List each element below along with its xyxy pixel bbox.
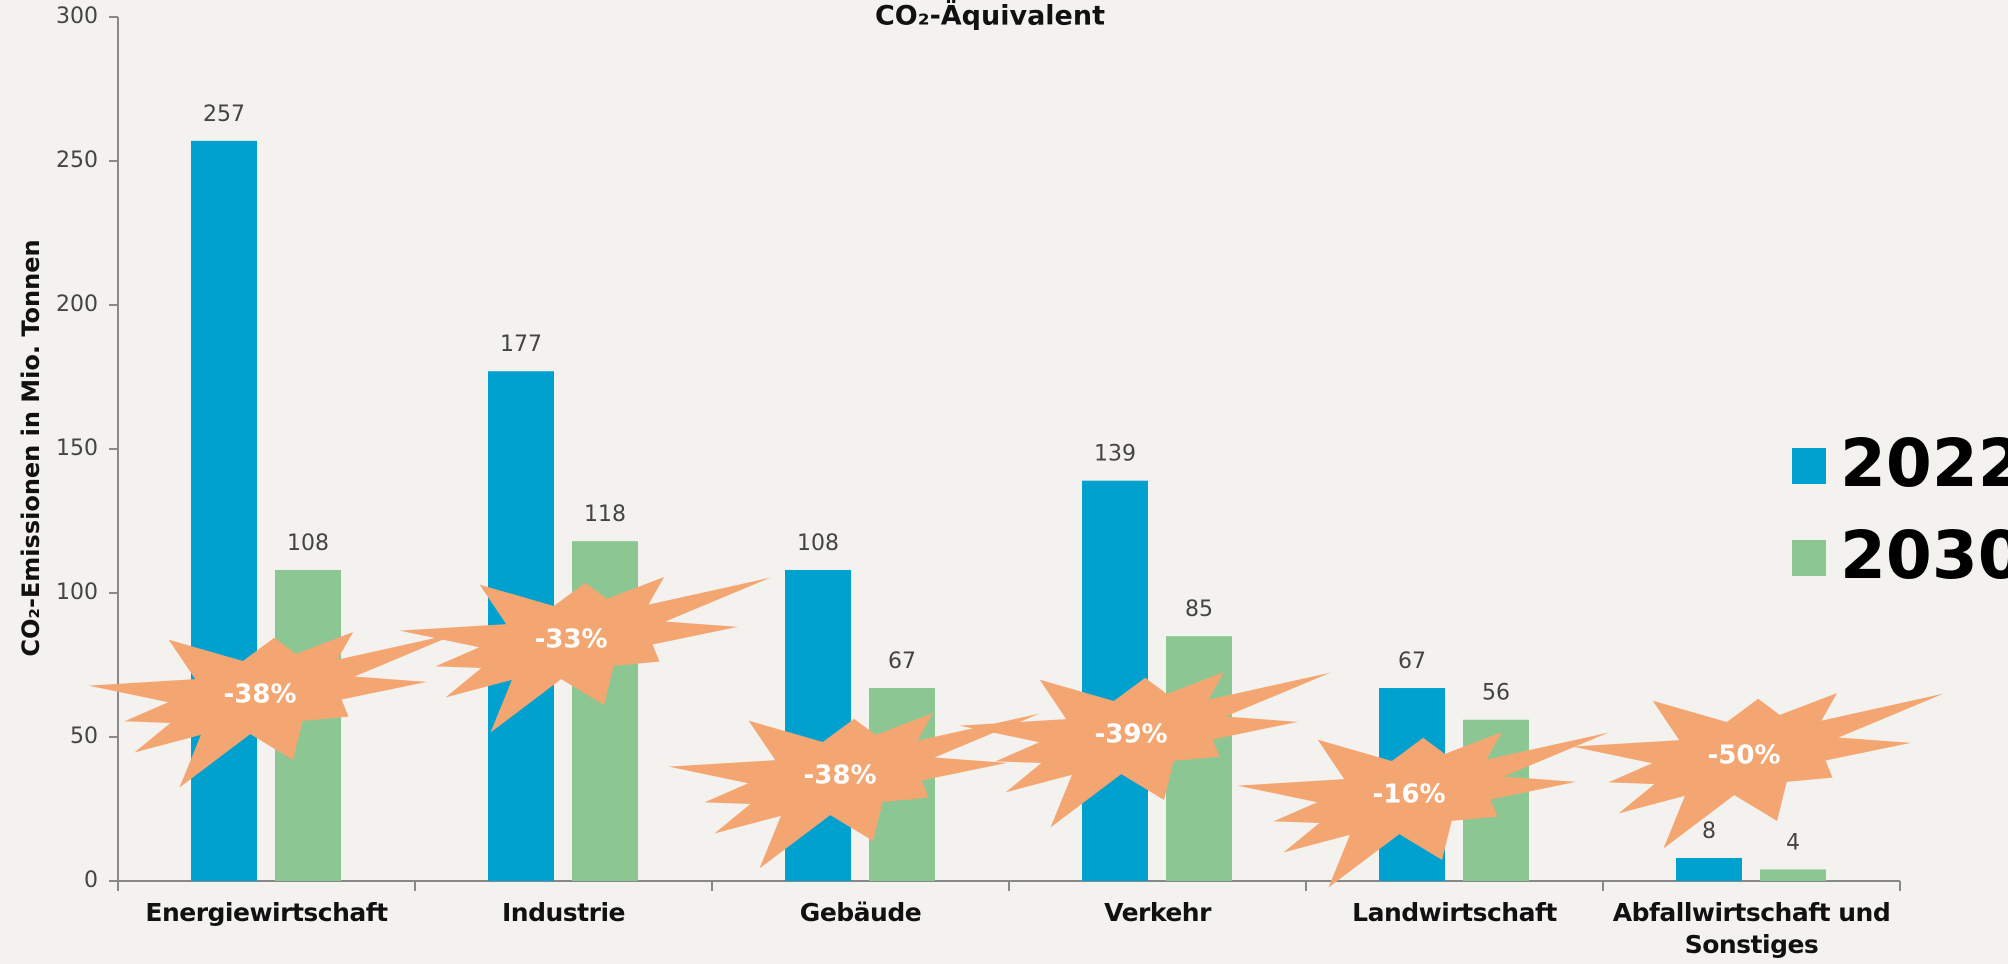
value-label: 108	[797, 531, 839, 556]
value-label: 56	[1482, 681, 1510, 706]
annotation: -38%	[803, 761, 876, 791]
starburst	[959, 672, 1331, 828]
value-label: 108	[287, 531, 329, 556]
chart-title: CO₂-Äquivalent	[875, 0, 1105, 32]
y-tick-label: 300	[56, 4, 98, 29]
bar	[1760, 869, 1826, 881]
legend-label: 2030	[1840, 517, 2008, 594]
x-tick-label: Gebäude	[799, 898, 922, 927]
value-label: 85	[1185, 597, 1213, 622]
annotation: -33%	[534, 625, 607, 655]
x-tick-label: Verkehr	[1104, 898, 1211, 927]
value-label: 118	[584, 502, 626, 527]
starburst	[668, 713, 1040, 869]
starburst	[1572, 693, 1944, 849]
legend-swatch	[1792, 540, 1826, 576]
annotation: -50%	[1707, 741, 1780, 771]
value-label: 177	[500, 332, 542, 357]
x-tick-label: Landwirtschaft	[1352, 898, 1557, 927]
starburst	[88, 632, 460, 788]
value-label: 8	[1702, 819, 1716, 844]
value-label: 257	[203, 102, 245, 127]
value-label: 67	[1398, 649, 1426, 674]
y-tick-label: 150	[56, 436, 98, 461]
x-tick-label: Industrie	[502, 898, 625, 927]
value-label: 139	[1094, 442, 1136, 467]
y-tick-label: 0	[84, 868, 98, 893]
y-axis-label: CO₂-Emissionen in Mio. Tonnen	[17, 239, 45, 656]
y-tick-label: 100	[56, 580, 98, 605]
annotation: -38%	[223, 680, 296, 710]
bar	[1082, 480, 1148, 881]
y-tick-label: 50	[70, 724, 98, 749]
value-label: 67	[888, 649, 916, 674]
legend-swatch	[1792, 448, 1826, 484]
y-tick-label: 200	[56, 292, 98, 317]
legend-label: 2022	[1840, 425, 2008, 502]
annotation: -39%	[1094, 720, 1167, 750]
x-tick-label: Abfallwirtschaft und Sonstiges	[1612, 898, 1891, 959]
x-tick-label: Energiewirtschaft	[145, 898, 388, 927]
y-tick-label: 250	[56, 148, 98, 173]
annotation: -16%	[1372, 780, 1445, 810]
value-label: 4	[1786, 830, 1800, 855]
bar	[1676, 857, 1742, 881]
starburst	[399, 577, 771, 733]
starburst	[1237, 732, 1609, 888]
